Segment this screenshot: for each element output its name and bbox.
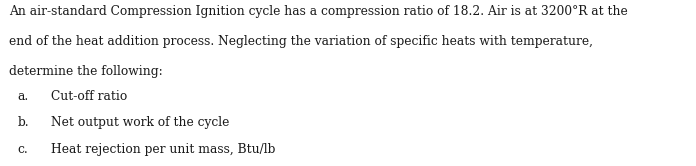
Text: c.: c. (17, 143, 28, 156)
Text: Heat rejection per unit mass, Btu/lb: Heat rejection per unit mass, Btu/lb (51, 143, 275, 156)
Text: end of the heat addition process. Neglecting the variation of specific heats wit: end of the heat addition process. Neglec… (9, 35, 593, 48)
Text: determine the following:: determine the following: (9, 65, 163, 78)
Text: An air-standard Compression Ignition cycle has a compression ratio of 18.2. Air : An air-standard Compression Ignition cyc… (9, 5, 628, 18)
Text: a.: a. (17, 90, 29, 103)
Text: Net output work of the cycle: Net output work of the cycle (51, 116, 229, 129)
Text: Cut-off ratio: Cut-off ratio (51, 90, 127, 103)
Text: b.: b. (17, 116, 29, 129)
